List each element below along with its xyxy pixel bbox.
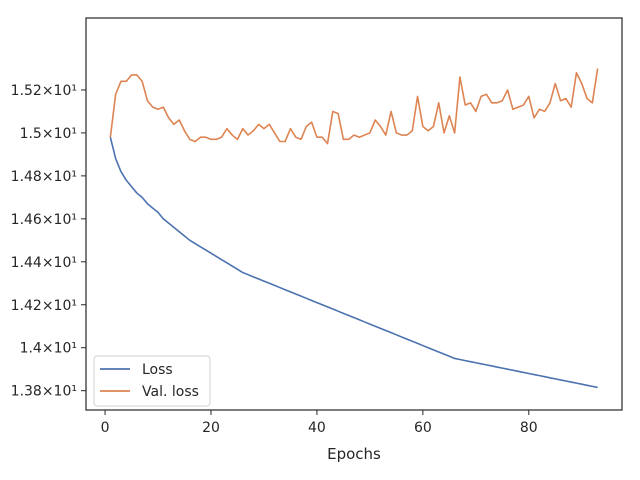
y-tick-label: 1.4×10¹ — [20, 341, 77, 357]
x-axis-label: Epochs — [327, 445, 381, 463]
x-tick-label: 80 — [520, 420, 538, 436]
y-tick-label: 1.52×10¹ — [11, 83, 77, 99]
y-tick-label: 1.44×10¹ — [11, 255, 77, 271]
x-axis: 0 20 40 60 80 — [101, 410, 538, 436]
series-line-loss — [109, 137, 598, 389]
legend-label: Loss — [142, 362, 173, 378]
series-line-val-loss — [109, 68, 599, 145]
y-axis: 1.38×10¹ 1.4×10¹ 1.42×10¹ 1.44×10¹ 1.46×10¹ 1… — [11, 83, 86, 400]
legend: Loss Val. loss — [93, 355, 211, 407]
x-tick-label: 20 — [202, 420, 220, 436]
plot-frame — [85, 17, 623, 411]
y-tick-label: 1.38×10¹ — [11, 384, 77, 400]
x-tick-label: 0 — [101, 420, 110, 436]
y-tick-label: 1.48×10¹ — [11, 169, 77, 185]
y-tick-label: 1.46×10¹ — [11, 212, 77, 228]
x-tick-label: 60 — [414, 420, 432, 436]
x-tick-label: 40 — [308, 420, 326, 436]
y-tick-label: 1.5×10¹ — [20, 126, 77, 142]
y-tick-label: 1.42×10¹ — [11, 298, 77, 314]
plot-area — [109, 68, 599, 389]
legend-label: Val. loss — [142, 384, 199, 400]
